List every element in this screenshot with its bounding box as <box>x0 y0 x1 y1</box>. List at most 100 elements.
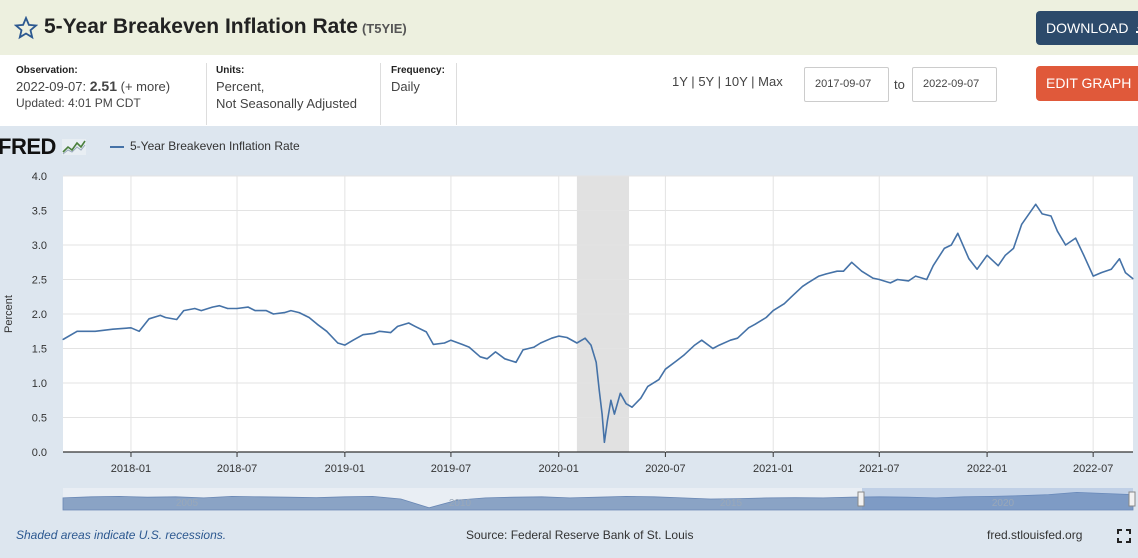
data-point <box>443 342 446 344</box>
download-button[interactable]: DOWNLOAD <box>1036 11 1138 45</box>
data-point <box>298 312 300 314</box>
data-point <box>1092 275 1094 277</box>
data-point <box>200 309 202 312</box>
data-point <box>997 265 999 267</box>
x-tick-label: 2021-01 <box>753 463 793 475</box>
data-point <box>576 342 578 344</box>
observation-date: 2022-09-07: <box>16 79 87 94</box>
y-tick-label: 3.5 <box>32 206 47 218</box>
data-point <box>337 342 339 344</box>
navigator-handle-right[interactable] <box>1128 491 1136 507</box>
frequency-label: Frequency: <box>391 65 445 76</box>
to-label: to <box>894 77 905 92</box>
data-point <box>522 349 524 351</box>
edit-graph-button[interactable]: EDIT GRAPH <box>1036 66 1138 101</box>
data-point <box>316 323 318 325</box>
series-line[interactable] <box>62 203 1134 444</box>
data-point <box>842 270 845 272</box>
data-point <box>640 397 642 399</box>
data-point <box>694 344 696 346</box>
range-1y[interactable]: 1Y <box>672 74 688 89</box>
data-point <box>915 275 917 277</box>
data-point <box>601 413 603 415</box>
x-tick-label: 2019-01 <box>325 463 365 475</box>
data-point <box>836 270 838 272</box>
data-point <box>631 406 633 408</box>
range-max[interactable]: Max <box>758 74 783 89</box>
fred-logo[interactable]: FRED <box>0 134 86 160</box>
chart-legend: 5-Year Breakeven Inflation Rate <box>110 139 300 153</box>
data-point <box>658 378 660 381</box>
frequency-value: Daily <box>391 79 420 94</box>
data-point <box>408 322 410 324</box>
end-date-input[interactable]: 2022-09-07 <box>912 67 997 102</box>
data-point <box>1118 258 1121 260</box>
data-point <box>159 314 161 316</box>
data-point <box>1012 247 1015 250</box>
data-point <box>943 247 945 250</box>
data-point <box>701 339 703 341</box>
data-point <box>1035 203 1037 205</box>
observation-label: Observation: <box>16 65 78 76</box>
range-5y[interactable]: 5Y <box>698 74 714 89</box>
data-point <box>551 337 553 339</box>
x-tick-label: 2019-07 <box>431 463 471 475</box>
data-point <box>986 254 988 256</box>
data-point <box>772 309 774 312</box>
navigator-label: 2015 <box>720 498 743 509</box>
site-link[interactable]: fred.stlouisfed.org <box>987 528 1083 542</box>
x-tick-label: 2022-01 <box>967 463 1007 475</box>
range-divider: | <box>717 74 721 89</box>
data-point <box>712 347 714 350</box>
data-point <box>1100 272 1102 274</box>
data-point <box>754 323 756 325</box>
data-point <box>138 330 140 332</box>
data-point <box>598 389 600 391</box>
data-point <box>896 278 899 281</box>
observation-more-link[interactable]: (+ more) <box>120 79 171 94</box>
data-point <box>790 296 792 298</box>
data-point <box>148 318 150 320</box>
data-point <box>590 344 592 346</box>
data-point <box>558 335 560 337</box>
data-point <box>926 278 928 281</box>
data-point <box>247 306 249 308</box>
data-point <box>486 358 488 360</box>
star-outline-icon[interactable] <box>14 16 38 40</box>
navigator-label: 2005 <box>176 498 199 509</box>
data-point <box>308 316 310 319</box>
data-point <box>861 270 863 272</box>
data-point <box>950 244 952 246</box>
data-point <box>352 339 354 341</box>
data-point <box>378 330 381 332</box>
y-tick-label: 4.0 <box>32 171 47 183</box>
data-point <box>1050 215 1052 217</box>
y-tick-label: 0.0 <box>32 447 47 459</box>
data-point <box>344 344 346 346</box>
fullscreen-icon[interactable] <box>1117 529 1131 543</box>
legend-label: 5-Year Breakeven Inflation Rate <box>130 139 300 153</box>
data-point <box>183 309 185 312</box>
data-point <box>889 282 892 284</box>
data-point <box>265 309 267 312</box>
data-point <box>539 342 542 344</box>
data-point <box>818 275 820 277</box>
edit-graph-label: EDIT GRAPH <box>1046 75 1132 91</box>
data-point <box>1004 254 1006 256</box>
data-point <box>236 307 238 310</box>
data-point <box>610 399 612 401</box>
recession-note[interactable]: Shaded areas indicate U.S. recessions. <box>16 528 227 542</box>
observation-value: 2.51 <box>89 78 117 94</box>
fred-logo-text: FRED <box>0 134 56 159</box>
data-point <box>675 360 678 362</box>
navigator-handle-left[interactable] <box>857 491 865 507</box>
navigator-selection[interactable] <box>862 488 1133 510</box>
data-point <box>807 282 809 284</box>
range-10y[interactable]: 10Y <box>724 74 748 89</box>
start-date-input[interactable]: 2017-09-07 <box>804 67 889 102</box>
data-point <box>851 261 853 263</box>
data-point <box>595 361 597 363</box>
line-chart[interactable]: 0.0 0.5 1.0 1.5 2.0 2.5 3.0 3.5 4.0 2018-01 2018-0… <box>0 160 1138 540</box>
data-point <box>396 325 399 328</box>
data-point <box>62 338 64 341</box>
